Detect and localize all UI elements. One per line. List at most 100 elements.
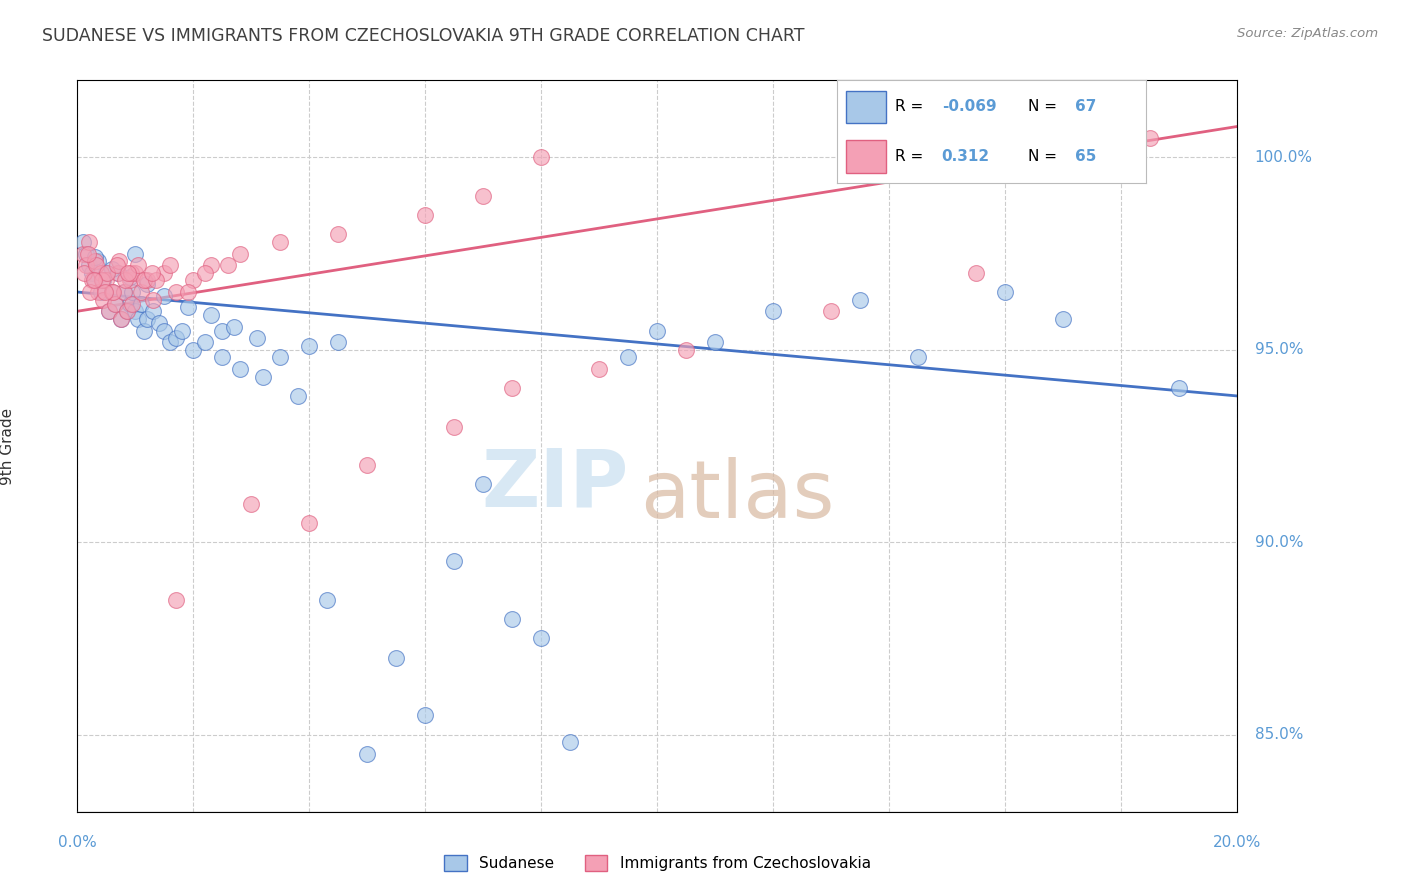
Point bbox=[132, 273, 155, 287]
Point bbox=[153, 266, 176, 280]
Text: R =: R = bbox=[896, 149, 928, 164]
Point bbox=[269, 351, 291, 365]
Point bbox=[76, 246, 98, 260]
Point bbox=[75, 246, 97, 260]
Point bbox=[145, 273, 167, 287]
Point bbox=[298, 516, 321, 530]
Point bbox=[124, 246, 146, 260]
Point bbox=[79, 285, 101, 299]
Point bbox=[647, 324, 669, 338]
Point bbox=[98, 304, 121, 318]
Text: 90.0%: 90.0% bbox=[1254, 534, 1303, 549]
Point bbox=[849, 293, 872, 307]
Point bbox=[93, 293, 115, 307]
Point bbox=[153, 289, 176, 303]
Point bbox=[108, 254, 131, 268]
Bar bbox=[846, 140, 886, 173]
Point bbox=[165, 285, 187, 299]
Point bbox=[129, 285, 152, 299]
Point bbox=[413, 708, 436, 723]
Point bbox=[159, 334, 181, 349]
Text: 0.0%: 0.0% bbox=[58, 835, 97, 850]
Point bbox=[115, 304, 138, 318]
Point bbox=[246, 331, 269, 345]
Point bbox=[124, 304, 146, 318]
Point bbox=[298, 339, 321, 353]
Point bbox=[165, 331, 187, 345]
Point bbox=[385, 650, 408, 665]
Point bbox=[287, 389, 309, 403]
Point bbox=[117, 266, 139, 280]
Point bbox=[135, 312, 157, 326]
Point bbox=[530, 150, 553, 164]
Legend: Sudanese, Immigrants from Czechoslovakia: Sudanese, Immigrants from Czechoslovakia bbox=[437, 849, 877, 877]
Point bbox=[114, 273, 136, 287]
Point bbox=[588, 362, 610, 376]
Point bbox=[72, 246, 94, 260]
Point bbox=[96, 266, 118, 280]
Point bbox=[141, 266, 163, 280]
Point bbox=[211, 351, 233, 365]
Point bbox=[228, 246, 252, 260]
Point bbox=[994, 285, 1017, 299]
Point bbox=[127, 312, 149, 326]
Point bbox=[176, 285, 198, 299]
Point bbox=[159, 258, 181, 272]
Point bbox=[413, 208, 436, 222]
Point bbox=[472, 477, 495, 491]
Point bbox=[120, 266, 142, 280]
Point bbox=[269, 235, 291, 249]
Point bbox=[121, 296, 143, 310]
Point bbox=[135, 277, 157, 292]
Point bbox=[183, 273, 205, 287]
Text: 85.0%: 85.0% bbox=[1254, 727, 1303, 742]
Point bbox=[501, 381, 523, 395]
Point bbox=[127, 258, 149, 272]
Point bbox=[90, 266, 111, 280]
Point bbox=[472, 188, 495, 202]
Point bbox=[315, 593, 337, 607]
Point bbox=[194, 334, 217, 349]
Point bbox=[153, 324, 176, 338]
Point bbox=[118, 269, 141, 284]
Point bbox=[110, 312, 132, 326]
Point bbox=[94, 285, 117, 299]
Point bbox=[200, 258, 222, 272]
Point bbox=[77, 258, 100, 272]
Point bbox=[83, 273, 105, 287]
Point bbox=[96, 273, 118, 287]
Point bbox=[443, 554, 465, 568]
Point bbox=[704, 334, 727, 349]
Point bbox=[101, 285, 124, 299]
Point bbox=[80, 266, 103, 280]
Text: 100.0%: 100.0% bbox=[1254, 150, 1313, 165]
Point bbox=[121, 285, 143, 299]
Point bbox=[142, 293, 165, 307]
Point bbox=[104, 296, 127, 310]
Point bbox=[107, 266, 129, 280]
Point bbox=[356, 458, 378, 473]
Point bbox=[101, 285, 124, 299]
Point bbox=[1168, 381, 1191, 395]
Point bbox=[86, 285, 108, 299]
Point bbox=[176, 301, 198, 315]
Point bbox=[129, 296, 152, 310]
Point bbox=[328, 334, 350, 349]
Point bbox=[142, 304, 165, 318]
Text: 95.0%: 95.0% bbox=[1254, 343, 1303, 358]
Point bbox=[1139, 131, 1161, 145]
Point bbox=[240, 497, 263, 511]
Point bbox=[217, 258, 239, 272]
Point bbox=[194, 266, 217, 280]
Text: SUDANESE VS IMMIGRANTS FROM CZECHOSLOVAKIA 9TH GRADE CORRELATION CHART: SUDANESE VS IMMIGRANTS FROM CZECHOSLOVAK… bbox=[42, 27, 804, 45]
Point bbox=[107, 266, 129, 280]
Point bbox=[135, 273, 157, 287]
Point bbox=[965, 266, 987, 280]
Point bbox=[86, 254, 108, 268]
Point bbox=[617, 351, 640, 365]
Point bbox=[104, 296, 127, 310]
Point bbox=[83, 273, 105, 287]
Text: atlas: atlas bbox=[640, 457, 834, 535]
Text: -0.069: -0.069 bbox=[942, 99, 997, 114]
Point bbox=[200, 308, 222, 322]
